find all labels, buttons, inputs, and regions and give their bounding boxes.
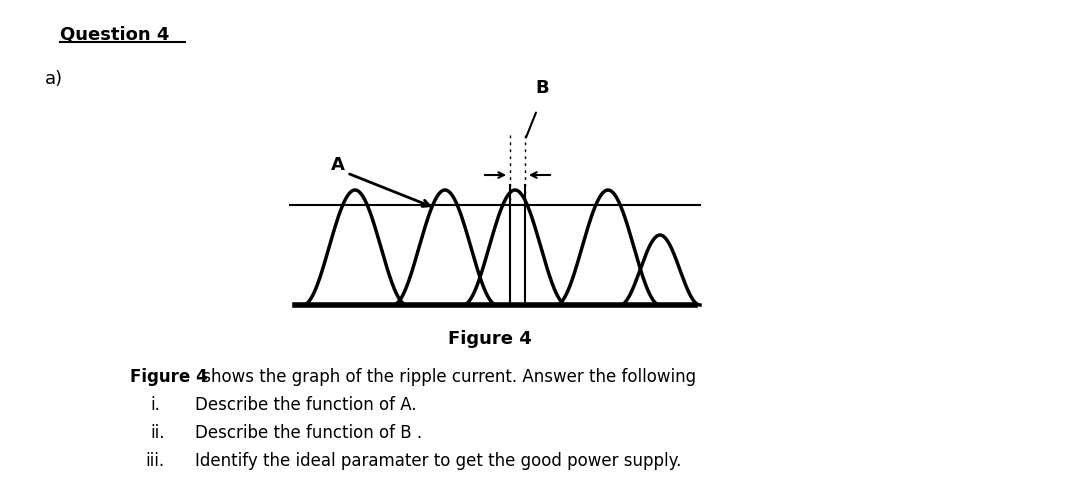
- Text: i.: i.: [150, 396, 160, 414]
- Text: Describe the function of A.: Describe the function of A.: [195, 396, 417, 414]
- Text: Figure 4: Figure 4: [130, 368, 207, 386]
- Text: shows the graph of the ripple current. Answer the following: shows the graph of the ripple current. A…: [197, 368, 696, 386]
- Text: ii.: ii.: [150, 424, 164, 442]
- Text: A: A: [331, 156, 345, 174]
- Text: a): a): [45, 70, 63, 88]
- Text: Question 4: Question 4: [60, 25, 170, 43]
- Text: B: B: [535, 79, 549, 97]
- Text: Describe the function of B .: Describe the function of B .: [195, 424, 422, 442]
- Text: iii.: iii.: [145, 452, 164, 470]
- Text: Figure 4: Figure 4: [449, 330, 532, 348]
- Text: Identify the ideal paramater to get the good power supply.: Identify the ideal paramater to get the …: [195, 452, 681, 470]
